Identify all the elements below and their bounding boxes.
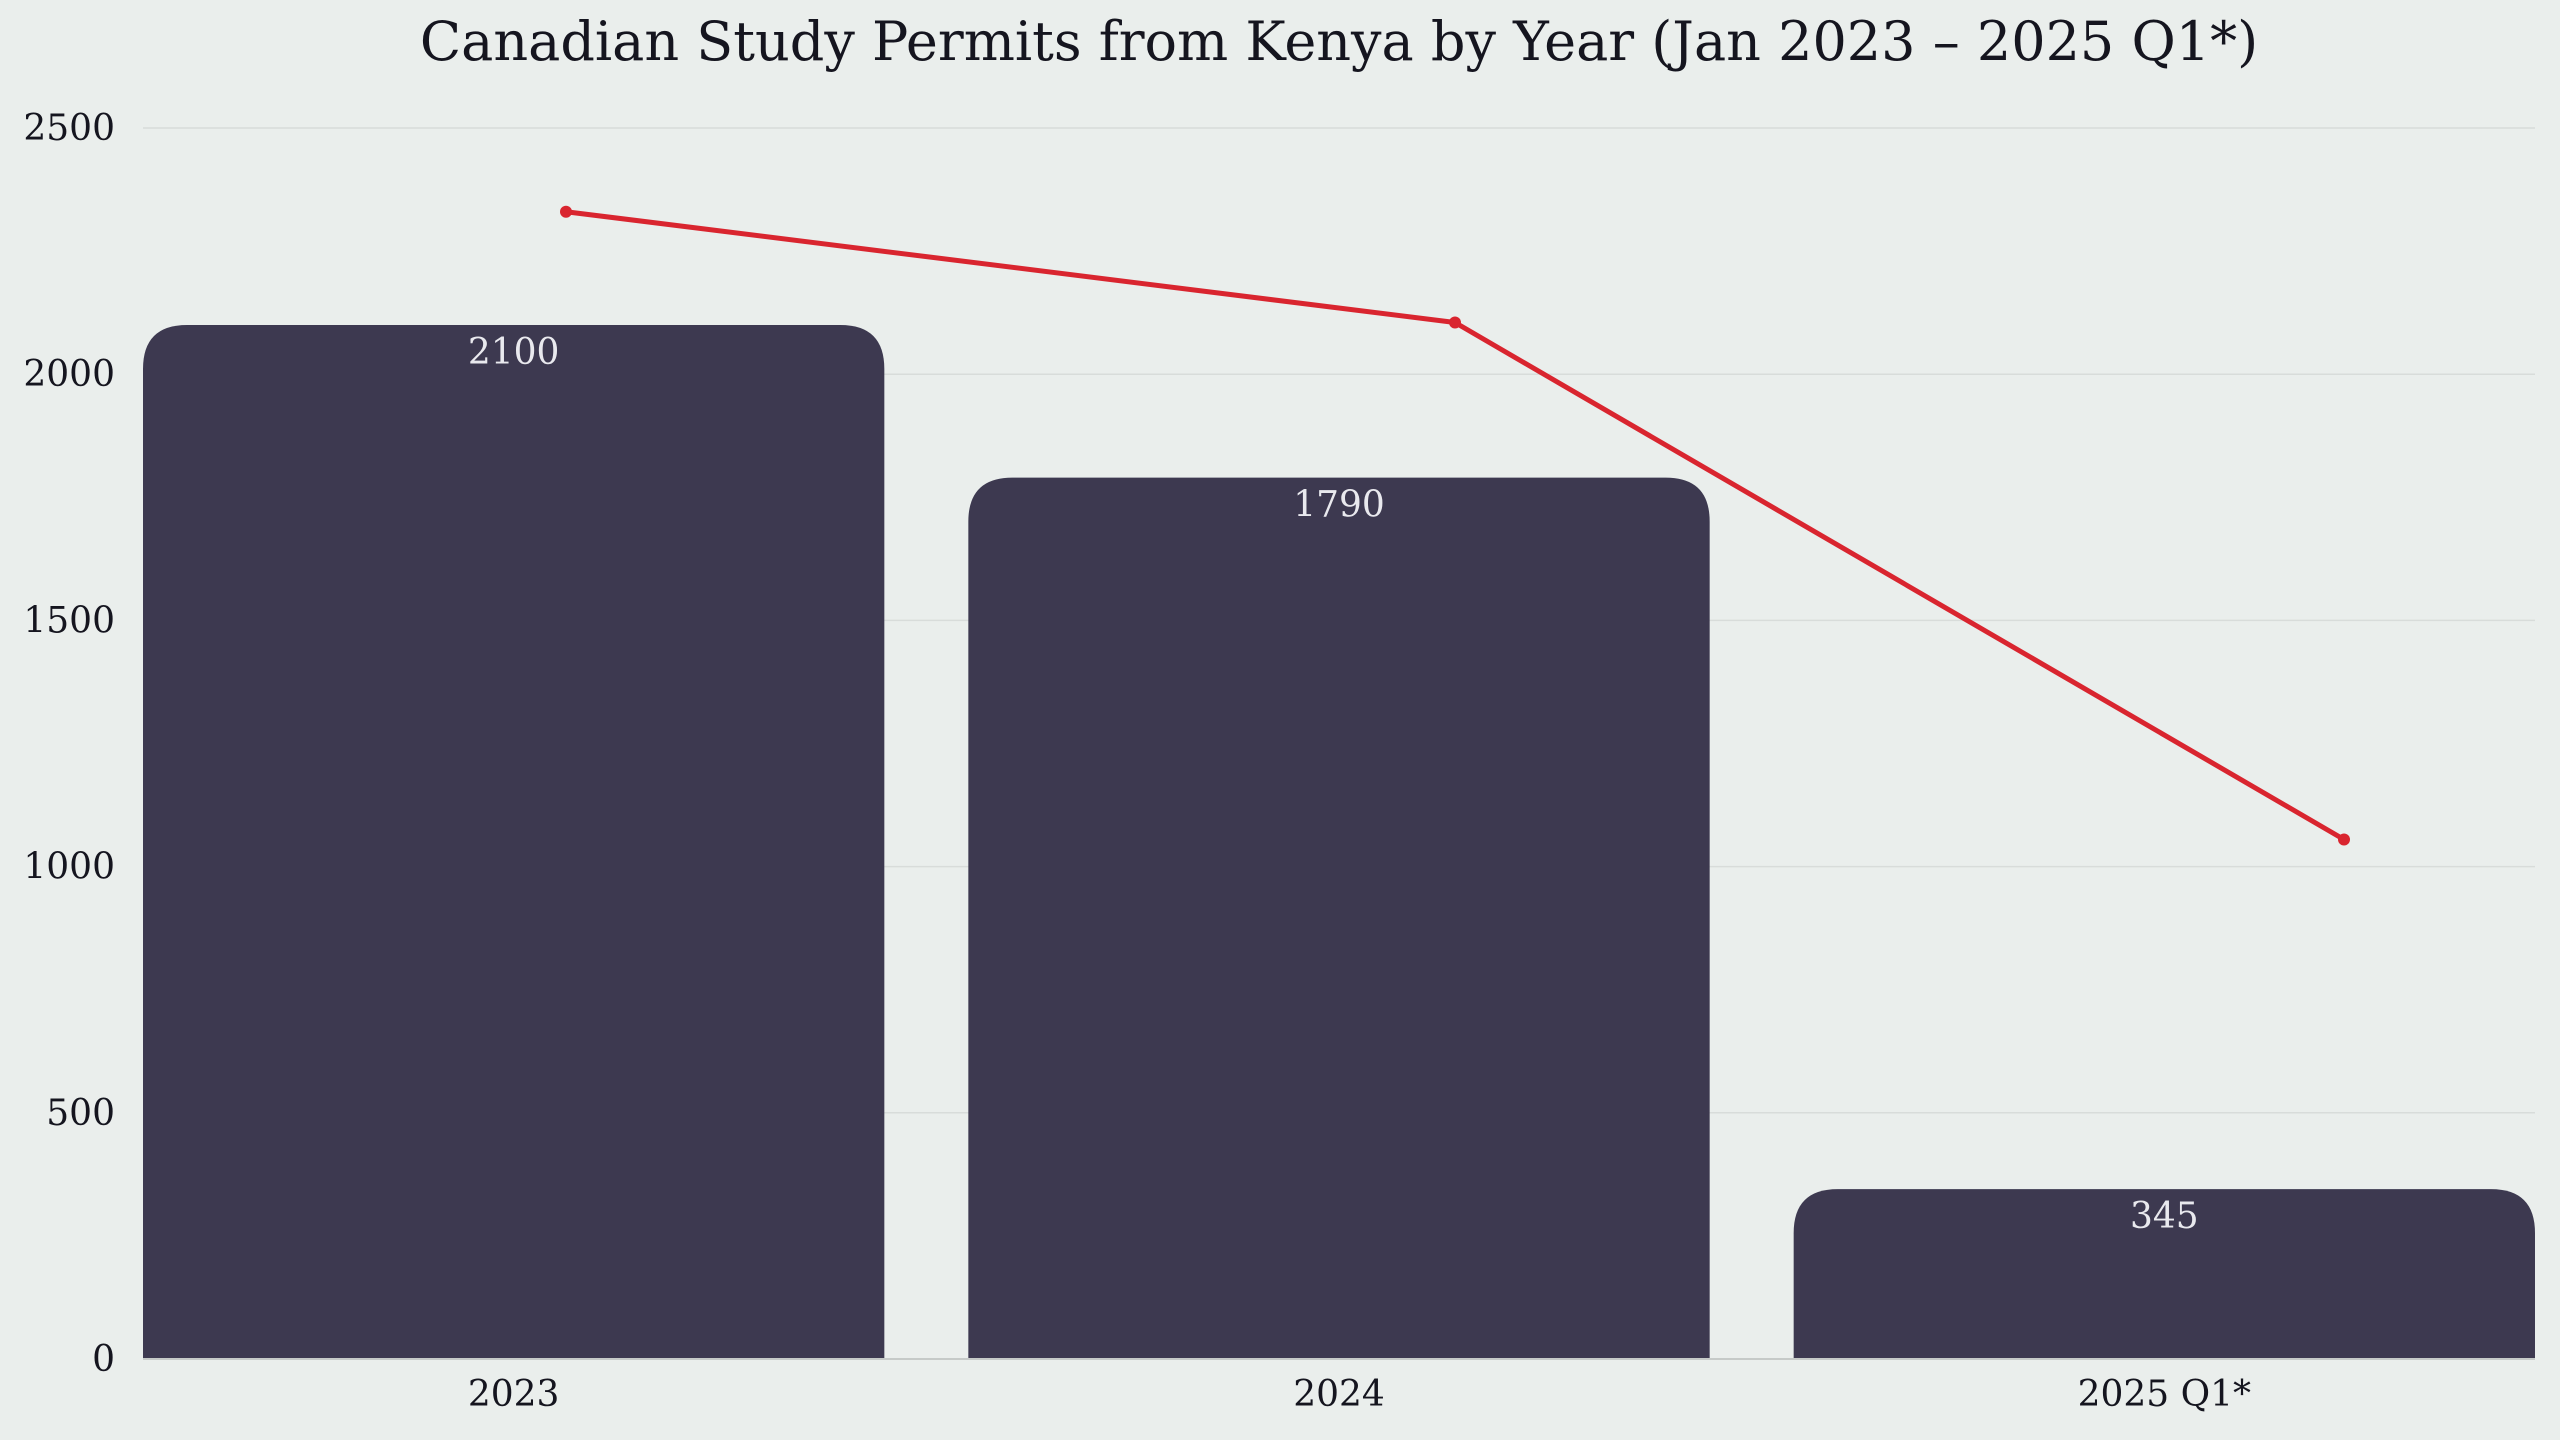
x-tick-label-0: 2023 xyxy=(468,1374,560,1415)
data-label-1: 1790 xyxy=(1293,485,1385,526)
y-axis-ticks: 0 500 1000 1500 2000 2500 xyxy=(23,108,115,1380)
bar-2024 xyxy=(968,477,1710,1359)
y-tick-label-1: 500 xyxy=(46,1093,115,1134)
y-tick-label-2: 1000 xyxy=(23,847,115,888)
bars xyxy=(143,324,2535,1360)
bar-2023 xyxy=(143,324,885,1360)
trend-line xyxy=(560,205,2350,846)
y-tick-label-3: 1500 xyxy=(23,600,115,641)
data-label-0: 2100 xyxy=(468,332,560,373)
trend-point-0 xyxy=(560,205,572,218)
x-tick-label-2: 2025 Q1* xyxy=(2078,1374,2251,1415)
y-tick-label-0: 0 xyxy=(92,1339,115,1380)
y-tick-label-5: 2500 xyxy=(23,108,115,149)
data-label-2: 345 xyxy=(2130,1196,2199,1237)
chart-title: Canadian Study Permits from Kenya by Yea… xyxy=(420,10,2258,73)
x-axis-ticks: 2023 2024 2025 Q1* xyxy=(468,1374,2251,1415)
y-tick-label-4: 2000 xyxy=(23,354,115,395)
trend-point-1 xyxy=(1449,316,1461,329)
x-tick-label-1: 2024 xyxy=(1293,1374,1385,1415)
trend-point-2 xyxy=(2338,833,2350,846)
bar-2025-q1- xyxy=(1793,1189,2535,1359)
data-labels: 2100 1790 345 xyxy=(468,332,2199,1237)
